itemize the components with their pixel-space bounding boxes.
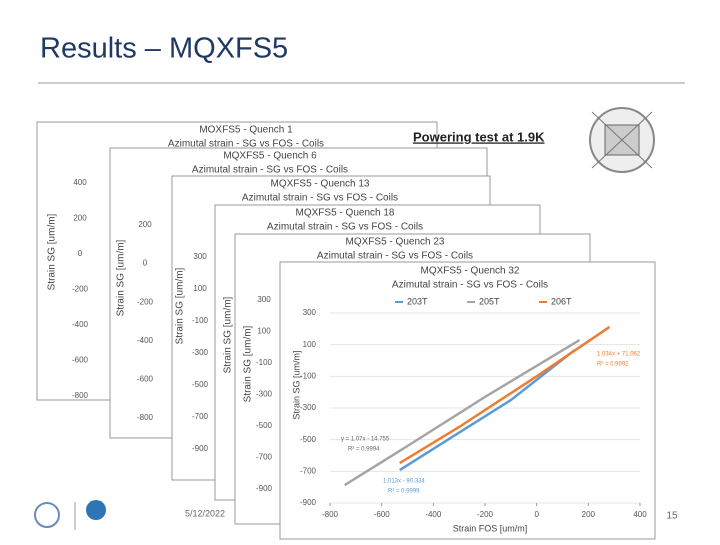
trendline-label: 1.013x - 90.334 (383, 479, 425, 485)
card-tick-label: 300 (257, 295, 271, 304)
card-tick-label: -700 (192, 412, 209, 421)
y-tick-label: -100 (300, 371, 317, 380)
card-tick-label: -300 (192, 348, 209, 357)
y-axis-title: Strain SG [um/m] (291, 350, 301, 419)
x-tick-label: 200 (582, 510, 596, 519)
chart-subtitle: Azimutal strain - SG vs FOS - Coils (392, 280, 548, 291)
card-tick-label: -100 (192, 316, 209, 325)
x-tick-label: -600 (374, 510, 391, 519)
subtitle: Powering test at 1.9K (413, 129, 545, 144)
page-number: 15 (666, 511, 678, 522)
series-line (344, 339, 581, 487)
card-tick-label: 400 (73, 178, 87, 187)
card-title: MQXFS5 - Quench 18 (296, 208, 395, 219)
card-tick-label: -400 (137, 336, 154, 345)
x-tick-label: 0 (534, 510, 539, 519)
y-tick-label: -300 (300, 403, 317, 412)
date: 5/12/2022 (185, 508, 225, 518)
y-tick-label: -700 (300, 466, 317, 475)
card-tick-label: -200 (72, 285, 89, 294)
card-axis-label: Strain SG [um/m] (47, 213, 58, 290)
card-tick-label: 100 (257, 327, 271, 336)
card-tick-label: -600 (72, 356, 89, 365)
card-tick-label: -500 (256, 421, 273, 430)
trendline-label: R² = 0.9999 (388, 489, 420, 495)
card-subtitle: Azimutal strain - SG vs FOS - Coils (242, 193, 398, 204)
card-tick-label: 200 (138, 220, 152, 229)
footer-logos (34, 500, 106, 530)
card-subtitle: Azimutal strain - SG vs FOS - Coils (192, 165, 348, 176)
card-tick-label: 0 (143, 259, 148, 268)
card-tick-label: -200 (137, 297, 154, 306)
card-tick-label: 100 (193, 284, 207, 293)
y-tick-label: 300 (303, 308, 317, 317)
card-tick-label: -600 (137, 375, 154, 384)
card-title: MOXFS5 - Quench 1 (199, 125, 293, 136)
card-tick-label: 300 (193, 252, 207, 261)
series-line (399, 349, 576, 472)
card-axis-label: Strain SG [um/m] (223, 296, 234, 373)
card-tick-label: -700 (256, 453, 273, 462)
x-tick-label: 400 (633, 510, 647, 519)
x-tick-label: -400 (425, 510, 442, 519)
card-tick-label: -900 (256, 484, 273, 493)
y-tick-label: -900 (300, 498, 317, 507)
y-tick-label: 100 (303, 340, 317, 349)
card-tick-label: -900 (192, 444, 209, 453)
x-tick-label: -800 (322, 510, 339, 519)
x-axis-title: Strain FOS [um/m] (453, 523, 528, 533)
card-tick-label: -500 (192, 380, 209, 389)
y-tick-label: -500 (300, 435, 317, 444)
chart-title: MQXFS5 - Quench 32 (421, 266, 520, 277)
series-line (399, 325, 611, 465)
trendline-label: R² = 0.9992 (597, 362, 629, 368)
card-axis-label: Strain SG [um/m] (116, 239, 127, 316)
card-title: MQXFS5 - Quench 6 (223, 151, 317, 162)
card-tick-label: -100 (256, 358, 273, 367)
legend-label: 203T (407, 296, 428, 306)
card-tick-label: 200 (73, 214, 87, 223)
card-axis-label: Strain SG [um/m] (175, 267, 186, 344)
x-tick-label: -200 (477, 510, 494, 519)
trendline-label: y = 1.07x - 14.755 (341, 437, 390, 443)
trendline-label: 1.034x + 71.062 (597, 352, 641, 358)
card-tick-label: -400 (72, 320, 89, 329)
legend-label: 205T (479, 296, 500, 306)
card-tick-label: 0 (78, 249, 83, 258)
card-title: MQXFS5 - Quench 13 (271, 179, 370, 190)
card-tick-label: -800 (137, 413, 154, 422)
card-subtitle: Azimutal strain - SG vs FOS - Coils (317, 251, 473, 262)
card (279, 261, 656, 540)
card-tick-label: -300 (256, 390, 273, 399)
trendline-label: R² = 0.9994 (348, 447, 380, 453)
logo (589, 107, 655, 173)
card-tick-label: -800 (72, 391, 89, 400)
front-chart: MQXFS5 - Quench 32 Azimutal strain - SG v… (279, 261, 656, 540)
card-axis-label: Strain SG [um/m] (243, 325, 254, 402)
card-subtitle: Azimutal strain - SG vs FOS - Coils (267, 222, 423, 233)
legend-label: 206T (551, 296, 572, 306)
card-subtitle: Azimutal strain - SG vs FOS - Coils (168, 139, 324, 150)
slide-title: Results – MQXFS5 (40, 33, 288, 65)
card-title: MQXFS5 - Quench 23 (346, 237, 445, 248)
